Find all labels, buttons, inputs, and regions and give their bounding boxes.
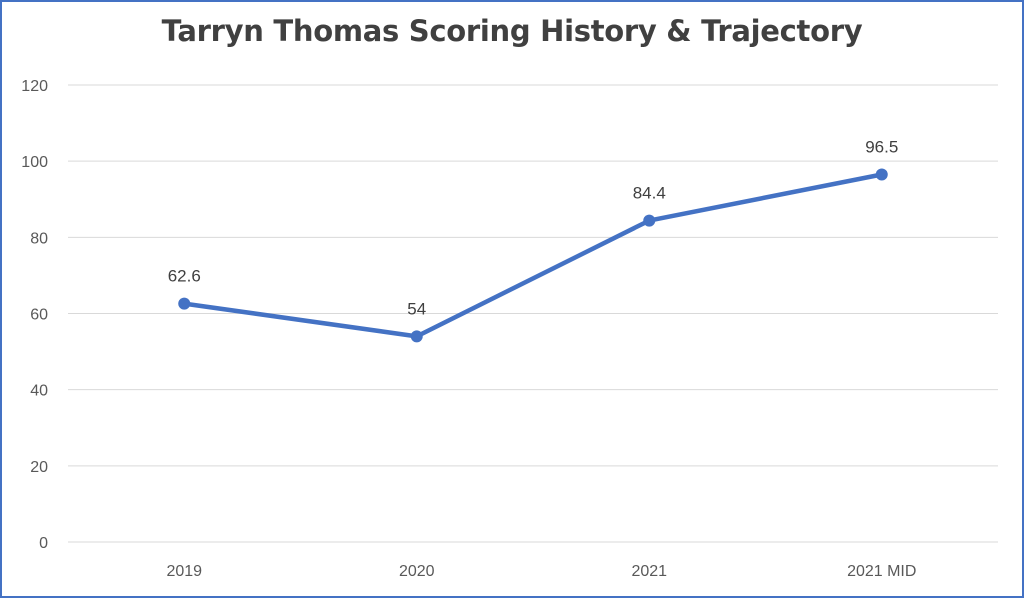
data-points — [178, 168, 888, 343]
x-tick-label: 2020 — [399, 563, 435, 580]
y-tick-label: 100 — [21, 154, 48, 171]
y-tick-label: 60 — [30, 307, 48, 324]
y-tick-label: 40 — [30, 383, 48, 400]
data-label: 62.6 — [168, 267, 201, 286]
data-label: 96.5 — [865, 137, 898, 156]
y-tick-label: 120 — [21, 78, 48, 95]
x-tick-label: 2021 — [631, 563, 667, 580]
data-point — [178, 297, 191, 310]
gridlines — [68, 84, 998, 543]
data-label: 84.4 — [633, 184, 666, 203]
x-tick-label: 2019 — [166, 563, 202, 580]
y-tick-label: 20 — [30, 459, 48, 476]
series-polyline — [182, 172, 884, 339]
y-axis-ticks: 0 20 40 60 80 100 120 — [21, 78, 48, 552]
series-line — [182, 172, 884, 339]
y-tick-label: 0 — [39, 535, 48, 552]
data-point — [643, 214, 656, 227]
y-tick-label: 80 — [30, 230, 48, 247]
data-point — [410, 330, 423, 343]
x-axis-ticks: 2019 2020 2021 2021 MID — [166, 563, 916, 580]
data-label: 54 — [407, 299, 426, 318]
chart-title: Tarryn Thomas Scoring History & Trajecto… — [161, 14, 863, 48]
x-tick-label: 2021 MID — [847, 563, 916, 580]
data-point — [875, 168, 888, 181]
data-labels: 62.6 54 84.4 96.5 — [168, 137, 899, 318]
